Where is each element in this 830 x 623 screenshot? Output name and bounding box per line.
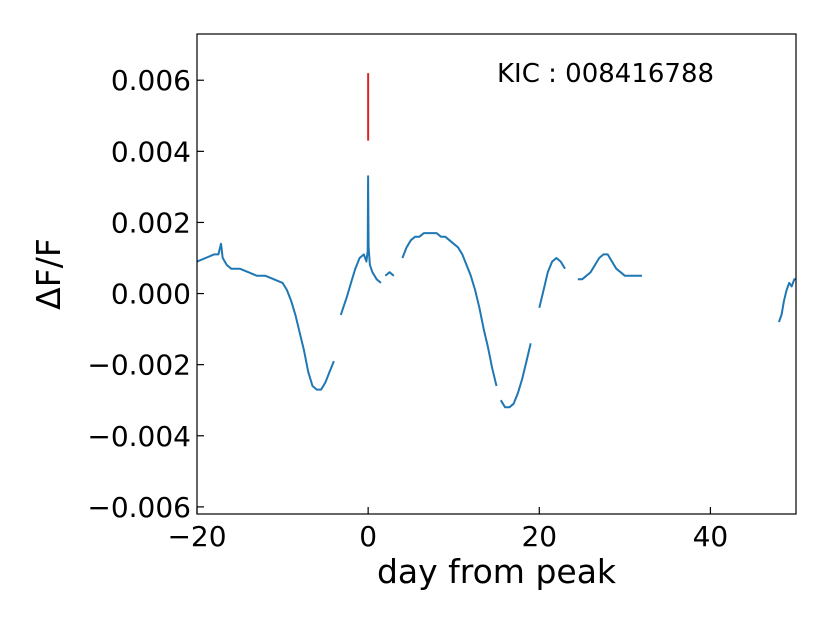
light-curve-segment-5 xyxy=(499,343,532,409)
axis-ticks: −20 0 20 40 −0.006 −0.004 −0.002 0.000 0.002 0.00… xyxy=(87,64,728,553)
x-tick-label: −20 xyxy=(167,520,226,553)
y-tick-label: 0.002 xyxy=(111,206,191,239)
light-curve-segment-1 xyxy=(196,242,335,391)
light-curve-segment-8 xyxy=(777,278,796,323)
light-curve-segment-7 xyxy=(577,253,642,281)
y-tick-label: 0.004 xyxy=(111,135,191,168)
x-tick-label: 20 xyxy=(521,520,557,553)
light-curve-segment-3 xyxy=(384,271,395,277)
plot-area xyxy=(196,73,796,409)
y-tick-label: −0.004 xyxy=(87,420,191,453)
x-tick-label: 40 xyxy=(693,520,729,553)
y-tick-label: 0.000 xyxy=(111,278,191,311)
x-tick-label: 0 xyxy=(359,520,377,553)
y-tick-label: −0.006 xyxy=(87,491,191,524)
plot-frame xyxy=(196,33,797,515)
y-axis-title: ΔF/F xyxy=(29,238,68,310)
y-tick-label: −0.002 xyxy=(87,349,191,382)
light-curve-segment-6 xyxy=(538,257,566,309)
light-curve-segment-2 xyxy=(339,175,382,316)
star-id-annotation: KIC : 008416788 xyxy=(497,59,714,89)
light-curve-segment-4 xyxy=(401,232,498,387)
y-tick-label: 0.006 xyxy=(111,64,191,97)
x-axis-title: day from peak xyxy=(377,552,617,591)
